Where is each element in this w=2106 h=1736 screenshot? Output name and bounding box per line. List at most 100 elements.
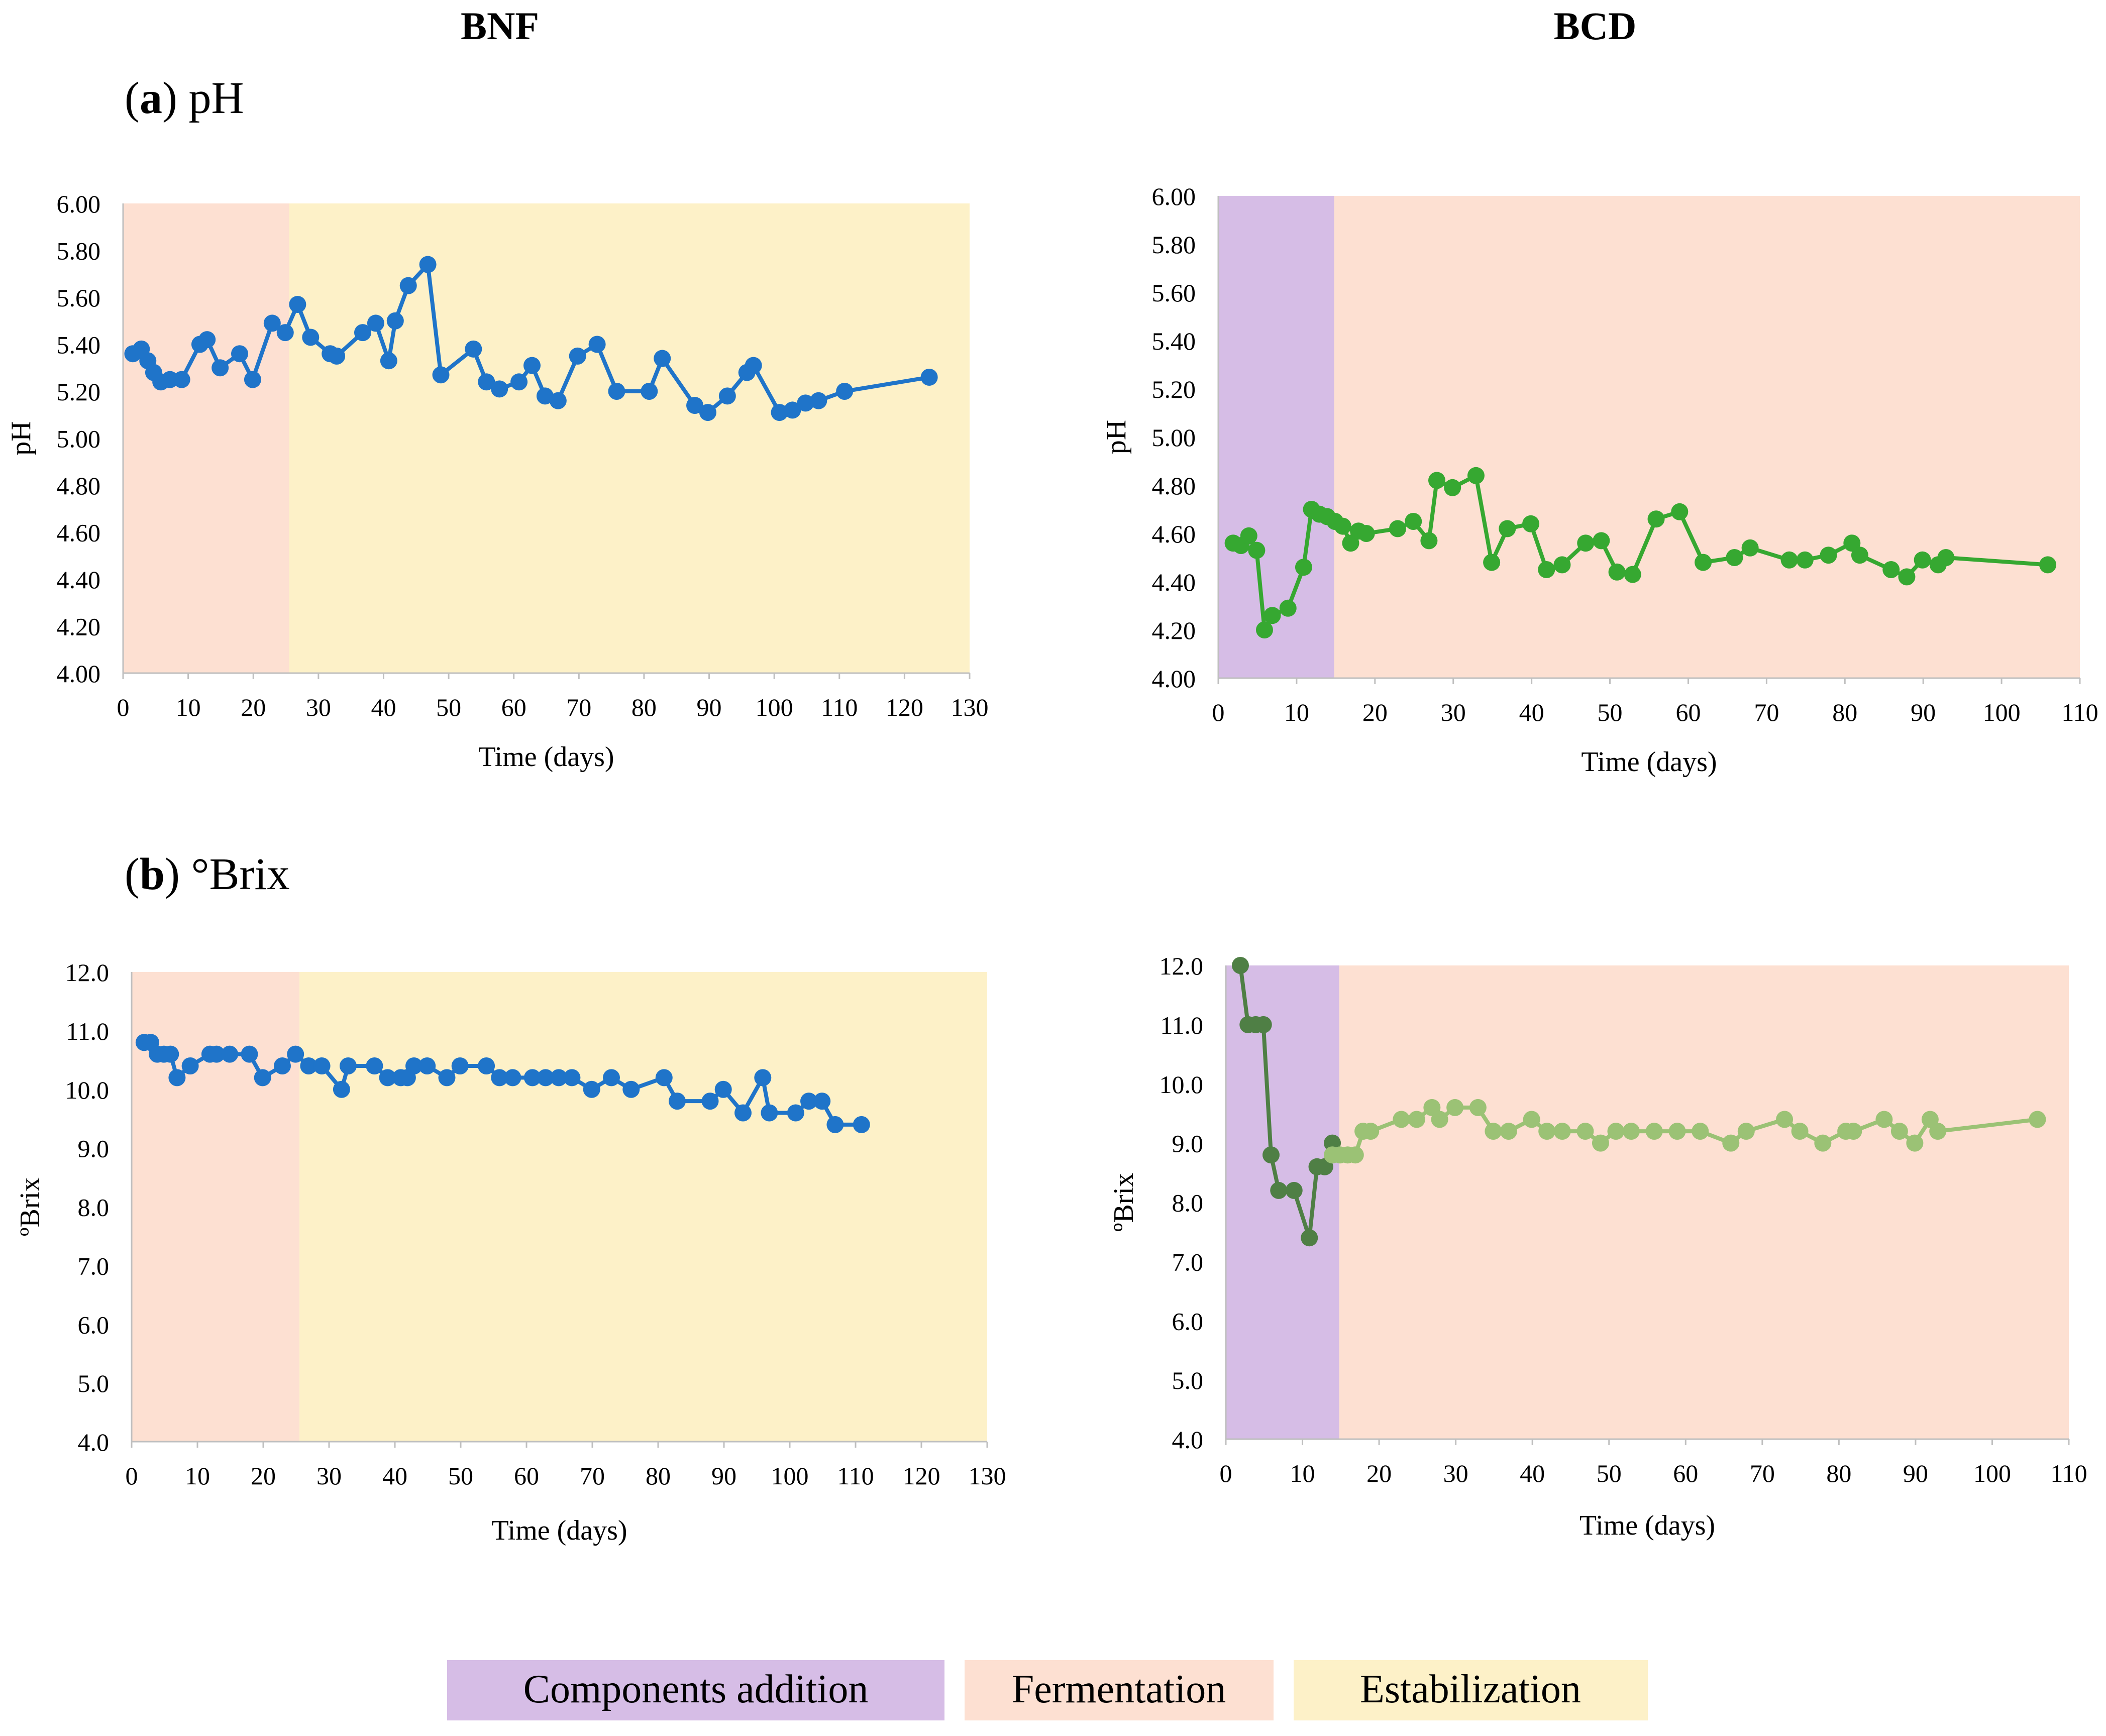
data-point — [1346, 1146, 1364, 1164]
y-tick-label: 10.0 — [1160, 1070, 1204, 1099]
data-point — [718, 387, 736, 405]
y-tick-label: 4.00 — [1152, 665, 1196, 693]
phase-components-addition — [1226, 965, 1339, 1439]
x-tick-label: 90 — [1903, 1459, 1928, 1487]
chart-bnf-brix: 4.0 5.0 6.0 7.0 8.0 9.0 10.0 11.0 12.0 0 10 20 30 40 5… — [15, 958, 1006, 1546]
data-point — [1553, 1123, 1571, 1140]
data-point — [784, 401, 801, 419]
x-tick-label: 100 — [756, 693, 793, 721]
phase-components-addition — [1218, 196, 1334, 678]
data-point — [800, 1093, 817, 1110]
x-tick-label: 0 — [1220, 1459, 1232, 1487]
data-point — [1780, 551, 1798, 569]
data-point — [1255, 621, 1273, 638]
phase-fermentation — [1334, 196, 2080, 678]
data-point — [1469, 1099, 1487, 1116]
y-tick-label: 4.0 — [78, 1428, 110, 1456]
y-tick-label: 5.00 — [1152, 423, 1196, 452]
data-point — [1607, 1123, 1625, 1140]
x-tick-label: 110 — [821, 693, 858, 721]
data-point — [1726, 549, 1743, 566]
data-point — [244, 371, 261, 388]
x-tick-label: 50 — [436, 693, 461, 721]
x-tick-label: 30 — [1441, 698, 1466, 726]
data-point — [1285, 1181, 1303, 1199]
data-point — [1929, 1123, 1947, 1140]
data-point — [853, 1116, 870, 1133]
data-point — [1405, 513, 1422, 530]
legend-swatch-fermentation — [965, 1660, 1274, 1720]
data-point — [1668, 1123, 1686, 1140]
row-label-b-letter: b — [140, 849, 165, 899]
data-point — [699, 404, 716, 421]
data-point — [1262, 1146, 1280, 1164]
data-point — [2029, 1111, 2046, 1128]
data-point — [367, 314, 384, 332]
data-point — [1357, 525, 1375, 542]
data-point — [754, 1069, 772, 1087]
data-point — [379, 1069, 396, 1087]
x-tick-label: 50 — [1597, 1459, 1622, 1487]
x-axis-label: Time (days) — [478, 741, 614, 773]
data-point — [1295, 559, 1312, 576]
data-point — [1428, 472, 1445, 489]
data-point — [1446, 1099, 1464, 1116]
data-point — [405, 1057, 423, 1074]
data-point — [1882, 561, 1900, 578]
data-point — [1845, 1123, 1862, 1140]
legend-label-estabilization: Estabilization — [1360, 1667, 1581, 1711]
data-point — [2039, 556, 2057, 574]
x-tick-label: 80 — [1832, 698, 1857, 726]
x-tick-label: 10 — [1284, 698, 1309, 726]
y-tick-label: 7.0 — [78, 1252, 110, 1280]
data-point — [289, 296, 306, 313]
data-point — [212, 359, 229, 377]
data-point — [1695, 554, 1712, 571]
x-tick-label: 90 — [1911, 698, 1936, 726]
y-tick-label: 5.00 — [57, 425, 101, 453]
data-point — [161, 371, 179, 388]
data-point — [221, 1045, 239, 1063]
data-point — [1593, 532, 1610, 550]
data-point — [641, 383, 658, 400]
data-point — [1914, 551, 1931, 569]
x-tick-label: 10 — [1290, 1459, 1315, 1487]
phase-estabilization — [299, 972, 987, 1442]
y-tick-label: 5.20 — [1152, 375, 1196, 403]
y-tick-label: 5.0 — [78, 1369, 110, 1397]
data-point — [418, 1057, 436, 1074]
legend-swatch-components — [447, 1660, 944, 1720]
x-tick-label: 130 — [969, 1462, 1006, 1490]
row-label-b-text: °Brix — [191, 849, 290, 899]
data-point — [1431, 1111, 1448, 1128]
y-tick-label: 6.0 — [1172, 1307, 1204, 1335]
data-point — [1334, 517, 1351, 535]
data-point — [510, 373, 528, 391]
data-point — [1500, 1123, 1517, 1140]
x-tick-label: 40 — [371, 693, 396, 721]
data-point — [162, 1045, 179, 1063]
data-point — [1737, 1123, 1755, 1140]
y-axis-label: pH — [1101, 420, 1132, 454]
data-point — [328, 347, 346, 365]
data-point — [583, 1080, 600, 1098]
data-point — [168, 1069, 186, 1087]
y-axis-label: ºBrix — [1108, 1173, 1139, 1232]
x-tick-label: 120 — [886, 693, 923, 721]
y-tick-label: 5.40 — [57, 331, 101, 359]
data-point — [1814, 1134, 1832, 1152]
data-point — [339, 1057, 357, 1074]
data-point — [313, 1057, 331, 1074]
x-tick-label: 10 — [176, 693, 201, 721]
y-tick-label: 5.60 — [1152, 279, 1196, 307]
data-point — [504, 1069, 521, 1087]
data-point — [380, 352, 397, 370]
data-point — [745, 357, 762, 374]
column-title-bcd: BCD — [1554, 4, 1637, 48]
data-point — [1890, 1123, 1908, 1140]
data-point — [478, 1057, 495, 1074]
data-point — [1722, 1134, 1740, 1152]
y-tick-label: 4.40 — [1152, 568, 1196, 596]
y-tick-label: 4.20 — [57, 613, 101, 641]
data-point — [451, 1057, 469, 1074]
